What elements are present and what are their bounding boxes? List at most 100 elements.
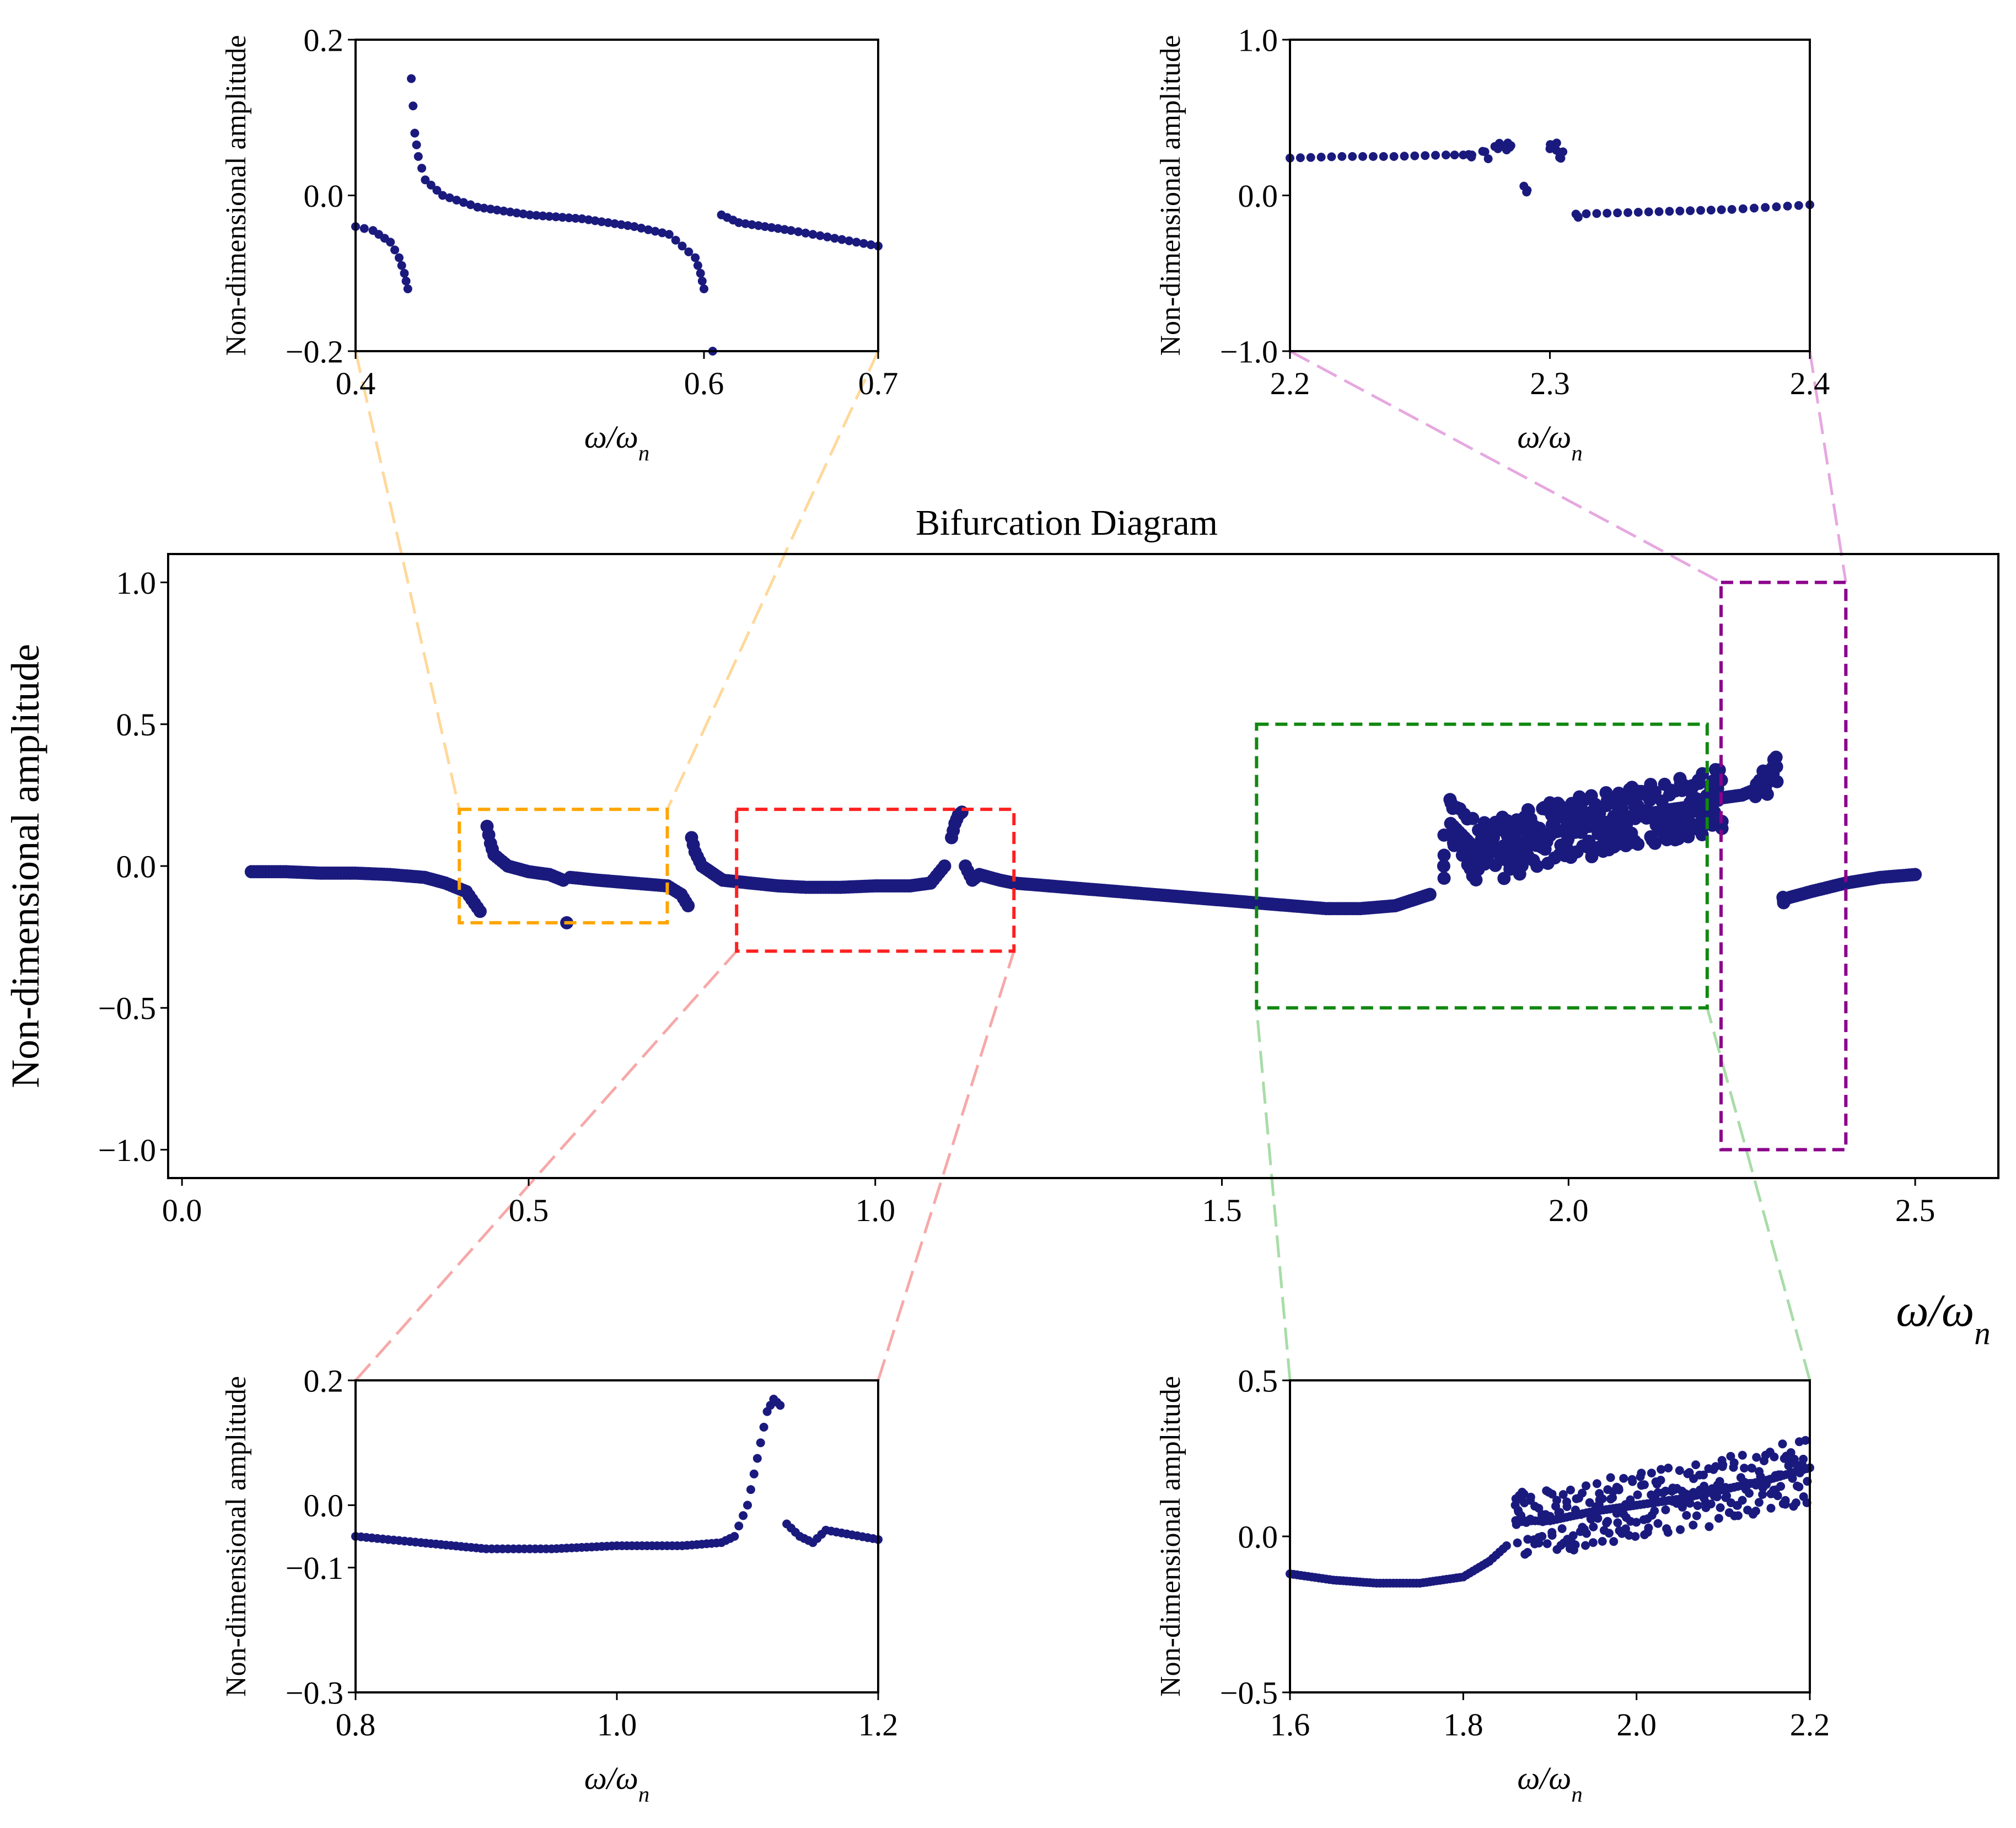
data-point xyxy=(678,241,687,251)
chart-title: Bifurcation Diagram xyxy=(916,503,1218,543)
data-point xyxy=(1714,1514,1723,1523)
data-point xyxy=(1670,1485,1680,1494)
data-point xyxy=(1547,1490,1557,1499)
data-point xyxy=(1693,1501,1702,1510)
y-tick-label: −1.0 xyxy=(98,1132,156,1168)
x-tick-label: 1.2 xyxy=(858,1707,899,1743)
y-tick-label: 0.2 xyxy=(304,1363,344,1399)
data-point xyxy=(837,235,847,244)
data-point xyxy=(1729,1463,1738,1472)
data-point xyxy=(565,213,574,223)
data-point xyxy=(1716,1503,1725,1512)
data-point xyxy=(808,230,818,239)
data-point xyxy=(1585,1498,1594,1507)
data-point xyxy=(1441,150,1450,160)
data-point xyxy=(1665,207,1674,216)
data-point xyxy=(1490,142,1499,151)
data-point xyxy=(691,253,700,262)
x-tick-label: 0.5 xyxy=(509,1192,549,1228)
data-point xyxy=(1777,896,1791,910)
data-point xyxy=(1582,1481,1590,1491)
y-tick-label: 0.5 xyxy=(116,707,157,743)
data-point xyxy=(1598,1537,1607,1546)
data-point xyxy=(1778,1439,1787,1449)
data-point xyxy=(1706,206,1716,215)
data-point xyxy=(1327,152,1336,162)
data-point xyxy=(664,230,674,239)
data-point xyxy=(1619,1474,1628,1483)
data-point xyxy=(452,196,461,205)
axes-frame xyxy=(167,553,1999,1179)
data-point xyxy=(604,218,613,227)
data-point xyxy=(1631,837,1645,851)
data-point xyxy=(1431,150,1440,160)
data-point xyxy=(623,221,632,230)
data-point xyxy=(1631,1532,1640,1541)
data-point xyxy=(1801,1435,1810,1445)
data-point xyxy=(671,235,680,245)
data-point xyxy=(747,220,756,229)
data-point xyxy=(1502,1541,1511,1550)
data-point xyxy=(1368,152,1378,161)
data-point xyxy=(938,859,951,873)
data-point xyxy=(1358,152,1367,161)
data-point xyxy=(1515,859,1529,873)
data-point xyxy=(1589,1522,1598,1531)
y-tick-label: 1.0 xyxy=(116,565,157,601)
data-point xyxy=(859,239,868,248)
data-point xyxy=(681,899,695,912)
data-point xyxy=(421,175,430,185)
data-point xyxy=(1675,206,1685,216)
data-points xyxy=(351,74,883,356)
data-point xyxy=(1689,1520,1698,1530)
data-point xyxy=(1681,830,1695,843)
data-point xyxy=(1410,151,1420,160)
data-point xyxy=(1760,787,1774,801)
data-point xyxy=(473,905,487,918)
data-point xyxy=(438,191,447,200)
data-point xyxy=(1733,1511,1743,1520)
data-point xyxy=(780,225,789,234)
data-point xyxy=(1664,1464,1673,1472)
x-axis-label: ω/ωn xyxy=(584,1760,649,1807)
data-point xyxy=(1663,1528,1673,1537)
data-point xyxy=(597,217,606,227)
data-point xyxy=(1738,1450,1747,1460)
data-point xyxy=(1421,151,1430,160)
data-point xyxy=(1389,152,1399,161)
x-tick-label: 0.7 xyxy=(858,365,899,401)
data-point xyxy=(1654,207,1664,216)
data-point xyxy=(1348,152,1357,161)
data-point xyxy=(1756,1472,1765,1481)
y-tick-label: −0.5 xyxy=(98,991,156,1026)
zoom-boxes xyxy=(458,580,1848,1152)
data-point xyxy=(1400,152,1409,161)
data-points xyxy=(1286,1435,1814,1588)
data-point xyxy=(822,232,832,241)
data-point xyxy=(1745,1488,1754,1498)
data-point xyxy=(1774,1470,1783,1480)
data-point xyxy=(1505,142,1514,152)
data-point xyxy=(1770,1452,1779,1461)
data-point xyxy=(1582,209,1591,218)
data-point xyxy=(359,224,369,233)
data-point xyxy=(1588,1538,1598,1547)
data-point xyxy=(651,227,660,236)
data-point xyxy=(815,231,825,240)
data-point xyxy=(643,225,653,234)
x-tick-label: 0.6 xyxy=(684,365,724,401)
data-point xyxy=(1794,1482,1804,1492)
data-point xyxy=(730,1532,739,1541)
data-point xyxy=(801,228,810,238)
data-point xyxy=(1726,1451,1735,1461)
data-point xyxy=(1450,150,1459,160)
data-point xyxy=(1547,1528,1557,1537)
data-point xyxy=(1614,1485,1623,1494)
data-point xyxy=(1653,1519,1663,1528)
zoom-box-orange xyxy=(458,808,669,924)
data-point xyxy=(390,245,400,255)
data-point xyxy=(1295,153,1305,163)
zoom-connectors xyxy=(354,350,1847,1381)
data-point xyxy=(1469,873,1483,887)
data-point xyxy=(397,261,406,270)
